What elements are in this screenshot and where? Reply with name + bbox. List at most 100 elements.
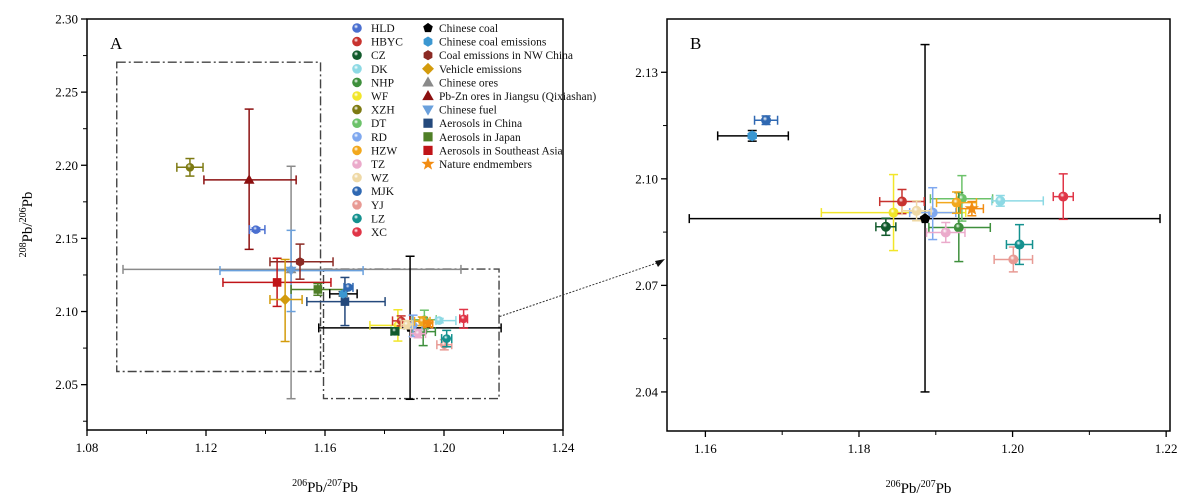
point-xzh-marker	[185, 163, 195, 172]
point-hbyc-marker	[896, 196, 907, 207]
legend-item-vehicle-emissions: Vehicle emissions	[422, 62, 522, 76]
y-tick-label: 2.20	[55, 158, 78, 173]
point-hld	[248, 225, 266, 235]
point-chinese-fuel-marker	[285, 266, 297, 277]
panel-label: B	[690, 34, 701, 53]
x-tick-label: 1.16	[314, 440, 337, 455]
legend-label: DT	[371, 118, 386, 130]
point-nature-endmembers	[422, 317, 435, 329]
point-cz-marker	[880, 221, 891, 232]
legend-label: Chinese fuel	[439, 105, 497, 117]
legend-item-tz: TZ	[352, 159, 385, 171]
point-chinese-coal-emissions	[716, 129, 790, 142]
point-nhp-marker	[953, 222, 964, 233]
x-tick-label: 1.24	[552, 440, 575, 455]
point-chinese-coal	[688, 43, 1161, 393]
point-cz-marker	[390, 326, 400, 336]
x-axis-title: 206Pb/207Pb	[886, 479, 952, 497]
point-tz	[925, 221, 966, 244]
point-tz	[409, 328, 427, 339]
point-wz	[901, 200, 932, 222]
legend-item-chinese-ores: Chinese ores	[422, 76, 499, 89]
legend-item-wf: WF	[352, 91, 388, 103]
legend-label: Nature endmembers	[439, 159, 532, 171]
point-lz	[440, 329, 453, 348]
point-nature-endmembers-marker	[964, 201, 979, 215]
legend-item-nature-endmembers: Nature endmembers	[421, 157, 532, 171]
legend-item-hzw: HZW	[352, 145, 397, 157]
y-tick-label: 2.10	[55, 304, 78, 319]
legend-label: Aerosols in China	[439, 118, 522, 130]
point-mjk-marker	[344, 283, 353, 292]
legend-label: Aerosols in Southeast Asia	[439, 145, 563, 157]
point-dt	[929, 174, 994, 222]
point-xc-marker	[1058, 191, 1069, 202]
point-lz-marker	[442, 334, 451, 343]
point-xc	[459, 308, 469, 329]
point-aerosols-in-southeast-asia	[222, 257, 332, 308]
panel-a: 1.08 1.12 1.16 1.20 1.24 2.05 2.10 2.15 2.20 2.25…	[18, 12, 575, 497]
point-wz-marker	[911, 205, 922, 216]
legend-marker-wz	[352, 172, 362, 183]
panel-b: 1.16 1.18 1.20 1.22 2.04 2.07 2.10 2.13 206Pb/20…	[635, 18, 1178, 497]
x-tick-label: 1.20	[433, 440, 456, 455]
legend-marker-aerosols-in-china	[423, 118, 433, 128]
legend-label: Aerosols in Japan	[439, 132, 521, 144]
y-tick-label: 2.25	[55, 85, 78, 100]
legend-marker-xzh	[352, 104, 362, 115]
legend-marker-vehicle-emissions	[422, 62, 434, 75]
legend-item-pb-zn-ores-in-jiangsu-qixiashan: Pb-Zn ores in Jiangsu (Qixiashan)	[422, 90, 596, 103]
point-coal-emissions-in-nw-china	[269, 243, 334, 280]
legend-item-cz: CZ	[352, 50, 386, 62]
point-cz	[875, 217, 897, 237]
point-pb-zn-ores-in-jiangsu-qixiashan-marker	[243, 174, 255, 184]
legend-item-dt: DT	[352, 118, 386, 130]
legend-marker-dt	[352, 118, 362, 128]
panel-label: A	[110, 34, 123, 53]
x-tick-label: 1.16	[694, 441, 717, 456]
legend-marker-xc	[352, 227, 362, 237]
arrow-line	[499, 262, 658, 317]
legend-label: Pb-Zn ores in Jiangsu (Qixiashan)	[439, 91, 596, 103]
legend-item-aerosols-in-japan: Aerosols in Japan	[423, 132, 521, 144]
x-tick-label: 1.22	[1155, 441, 1178, 456]
legend-item-yj: YJ	[352, 200, 384, 212]
x-tick-label: 1.18	[848, 441, 871, 456]
legend-marker-hld	[352, 23, 362, 33]
x-tick-label: 1.20	[1001, 441, 1024, 456]
legend-item-aerosols-in-southeast-asia: Aerosols in Southeast Asia	[423, 145, 563, 157]
data-layer	[122, 108, 502, 401]
legend-label: XC	[371, 227, 387, 239]
y-tick-label: 2.13	[635, 65, 658, 80]
point-lz-marker	[1014, 239, 1025, 250]
point-tz-marker	[940, 227, 951, 238]
legend-item-mjk: MJK	[352, 186, 395, 198]
legend-marker-hbyc	[352, 36, 362, 47]
point-hld-marker	[251, 225, 261, 234]
legend-label: HZW	[371, 145, 397, 157]
legend-marker-mjk	[352, 186, 362, 196]
point-vehicle-emissions-marker	[279, 293, 291, 306]
point-wf-marker	[888, 207, 899, 218]
point-chinese-coal-emissions-marker	[747, 130, 757, 142]
point-dk-marker	[434, 316, 444, 325]
legend-label: NHP	[371, 77, 394, 89]
point-aerosols-in-japan-marker	[313, 285, 323, 294]
data-layer	[688, 43, 1161, 393]
legend-item-xzh: XZH	[352, 104, 395, 117]
legend-item-wz: WZ	[352, 173, 389, 185]
point-hzw-marker	[951, 197, 962, 208]
legend-item-hbyc: HBYC	[352, 37, 403, 49]
point-wz-marker	[402, 320, 412, 329]
point-chinese-coal-emissions	[329, 289, 358, 299]
zoom-region-box	[116, 61, 322, 373]
legend-marker-aerosols-in-japan	[423, 132, 433, 142]
legend-label: CZ	[371, 50, 386, 62]
legend-marker-wf	[352, 91, 362, 101]
legend-label: YJ	[371, 200, 384, 212]
point-xzh	[176, 157, 204, 177]
legend-label: Chinese ores	[439, 77, 499, 89]
x-tick-label: 1.12	[195, 440, 218, 455]
